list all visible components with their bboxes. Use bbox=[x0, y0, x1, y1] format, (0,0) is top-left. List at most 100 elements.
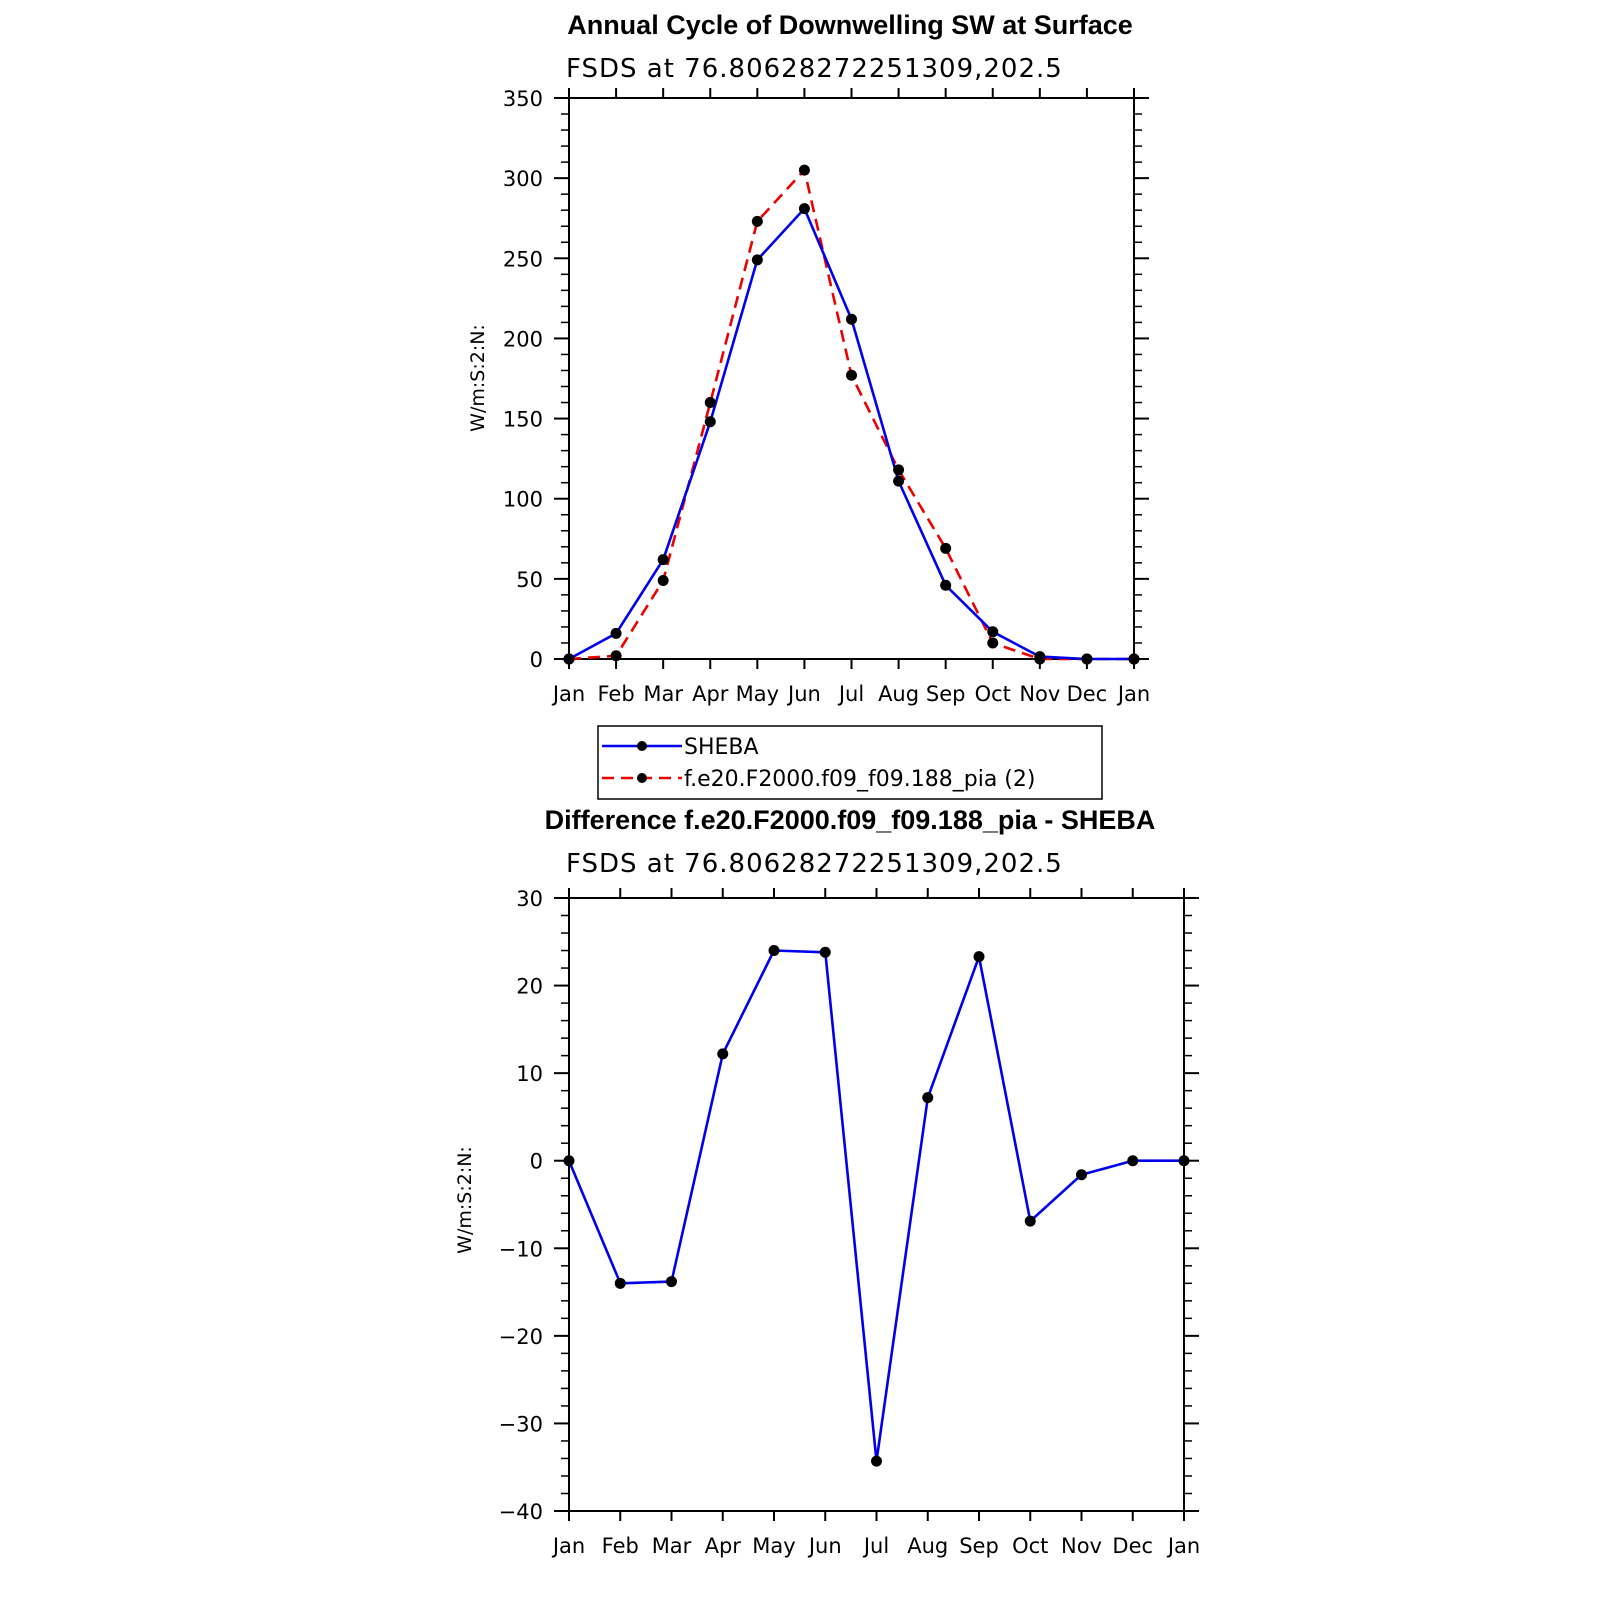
y-tick-label: 300 bbox=[503, 167, 543, 191]
x-tick-label: Sep bbox=[959, 1534, 999, 1558]
data-point-s1-11 bbox=[1081, 653, 1093, 665]
x-tick-label: Sep bbox=[926, 682, 966, 706]
series-line-0 bbox=[567, 949, 1184, 1463]
y-tick-label: 30 bbox=[516, 887, 543, 911]
x-tick-label: Nov bbox=[1061, 1534, 1102, 1558]
y-tick-label: 0 bbox=[530, 1150, 543, 1174]
series-lines bbox=[567, 949, 1184, 1463]
x-tick-label: May bbox=[752, 1534, 795, 1558]
y-tick-label: 0 bbox=[530, 648, 543, 672]
data-point-s1-10 bbox=[1034, 653, 1046, 665]
legend-marker-model bbox=[637, 773, 647, 783]
data-point-s0-4 bbox=[751, 254, 763, 266]
chart-title: Difference f.e20.F2000.f09_f09.188_pia -… bbox=[545, 805, 1156, 835]
data-point-s1-9 bbox=[987, 637, 999, 649]
x-tick-label: Jan bbox=[551, 682, 585, 706]
x-tick-label: Feb bbox=[597, 682, 634, 706]
y-tick-label: 200 bbox=[503, 327, 543, 351]
series-line-1 bbox=[568, 168, 1134, 661]
y-tick-label: −20 bbox=[499, 1325, 543, 1349]
chart-subtitle: FSDS at 76.80628272251309,202.5 bbox=[566, 54, 1063, 84]
data-point-s0-6 bbox=[846, 313, 857, 325]
x-tick-label: Nov bbox=[1019, 682, 1060, 706]
legend-box bbox=[597, 725, 1103, 800]
x-tick-label: Dec bbox=[1067, 682, 1108, 706]
data-point-s0-3 bbox=[717, 1048, 729, 1060]
x-tick-label: Apr bbox=[692, 682, 729, 706]
data-point-s0-1 bbox=[610, 627, 622, 639]
y-tick-label: 20 bbox=[516, 975, 543, 999]
data-point-s1-12 bbox=[1128, 653, 1140, 665]
data-point-s0-11 bbox=[1127, 1155, 1139, 1167]
x-tick-label: Jun bbox=[807, 1534, 842, 1558]
data-point-s0-4 bbox=[768, 945, 780, 957]
legend-label-model: f.e20.F2000.f09_f09.188_pia (2) bbox=[684, 767, 1035, 792]
y-tick-label: 10 bbox=[516, 1062, 543, 1086]
x-tick-label: Aug bbox=[907, 1534, 948, 1558]
x-tick-label: May bbox=[736, 682, 779, 706]
y-tick-label: −10 bbox=[499, 1237, 543, 1261]
data-point-s1-8 bbox=[940, 542, 952, 554]
legend: SHEBA f.e20.F2000.f09_f09.188_pia (2) bbox=[597, 725, 1103, 800]
data-point-s1-2 bbox=[657, 574, 669, 586]
series-lines bbox=[568, 168, 1134, 661]
x-tick-label: Aug bbox=[878, 682, 919, 706]
y-tick-label: 150 bbox=[503, 408, 543, 432]
data-point-s0-7 bbox=[922, 1092, 934, 1104]
y-axis-label: W/m:S:2:N: bbox=[454, 1146, 476, 1254]
data-point-s0-5 bbox=[798, 203, 810, 215]
y-tick-label: −40 bbox=[499, 1500, 543, 1524]
annual-cycle-chart: Annual Cycle of Downwelling SW at Surfac… bbox=[467, 10, 1150, 800]
x-tick-label: Oct bbox=[1012, 1534, 1048, 1558]
x-tick-label: Mar bbox=[652, 1534, 692, 1558]
data-point-s1-5 bbox=[798, 164, 810, 176]
data-point-s0-0 bbox=[563, 1155, 575, 1167]
data-point-s0-2 bbox=[666, 1276, 677, 1288]
data-point-s0-2 bbox=[657, 554, 669, 566]
y-tick-label: 350 bbox=[503, 87, 543, 111]
x-tick-label: Jan bbox=[1116, 682, 1150, 706]
axes: Jan Feb Mar Apr May Jun Jul Aug Sep Oct Nov Dec Jan 0… bbox=[503, 87, 1150, 706]
y-tick-label: 250 bbox=[503, 247, 543, 271]
x-tick-label: Jul bbox=[862, 1534, 889, 1558]
data-point-s1-3 bbox=[704, 397, 716, 409]
series-points bbox=[563, 164, 1140, 665]
plot-frame bbox=[568, 897, 1185, 1512]
series-line-0 bbox=[568, 207, 1134, 661]
legend-label-sheba: SHEBA bbox=[684, 735, 759, 760]
x-tick-label: Mar bbox=[643, 682, 683, 706]
data-point-s1-7 bbox=[893, 464, 905, 476]
data-point-s1-6 bbox=[846, 369, 857, 381]
data-point-s1-4 bbox=[751, 215, 763, 227]
y-tick-label: −30 bbox=[499, 1412, 543, 1436]
data-point-s0-8 bbox=[940, 579, 952, 591]
chart-subtitle: FSDS at 76.80628272251309,202.5 bbox=[566, 849, 1063, 879]
x-tick-label: Jan bbox=[551, 1534, 585, 1558]
x-tick-label: Jun bbox=[786, 682, 821, 706]
data-point-s1-0 bbox=[563, 653, 575, 665]
data-point-s0-3 bbox=[704, 416, 716, 428]
x-tick-label: Feb bbox=[602, 1534, 639, 1558]
data-point-s0-5 bbox=[819, 946, 831, 958]
y-tick-label: 50 bbox=[516, 568, 543, 592]
data-point-s0-7 bbox=[893, 475, 905, 487]
x-tick-label: Jan bbox=[1166, 1534, 1200, 1558]
data-point-s1-1 bbox=[610, 650, 622, 662]
data-point-s0-10 bbox=[1076, 1169, 1087, 1181]
legend-marker-sheba bbox=[637, 741, 647, 751]
x-tick-label: Oct bbox=[975, 682, 1011, 706]
y-tick-label: 100 bbox=[503, 488, 543, 512]
data-point-s0-8 bbox=[973, 951, 985, 963]
series-points bbox=[563, 945, 1190, 1467]
data-point-s0-12 bbox=[1178, 1155, 1190, 1167]
x-tick-label: Jul bbox=[837, 682, 864, 706]
chart-title: Annual Cycle of Downwelling SW at Surfac… bbox=[567, 10, 1133, 40]
x-tick-label: Apr bbox=[705, 1534, 742, 1558]
x-tick-label: Dec bbox=[1112, 1534, 1153, 1558]
y-axis-label: W/m:S:2:N: bbox=[467, 324, 489, 432]
data-point-s0-9 bbox=[987, 626, 999, 638]
data-point-s0-1 bbox=[614, 1277, 626, 1289]
difference-chart: Difference f.e20.F2000.f09_f09.188_pia -… bbox=[454, 805, 1200, 1558]
axes: Jan Feb Mar Apr May Jun Jul Aug Sep Oct Nov Dec Jan−… bbox=[499, 887, 1201, 1558]
